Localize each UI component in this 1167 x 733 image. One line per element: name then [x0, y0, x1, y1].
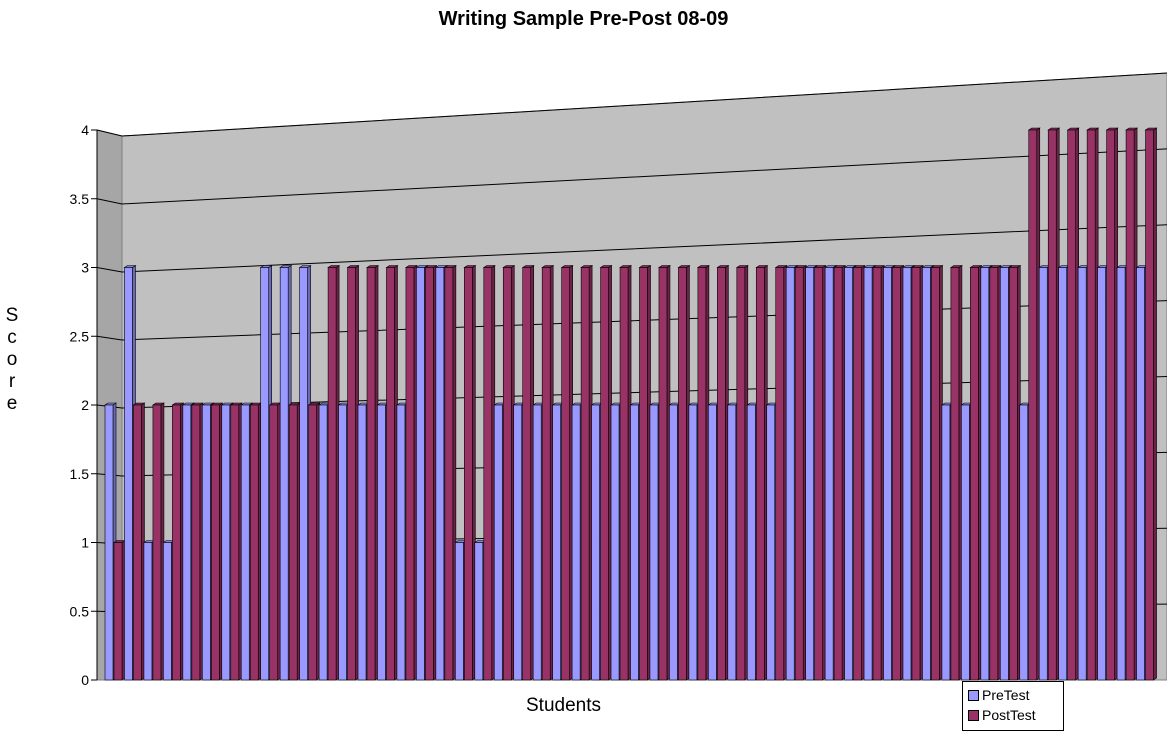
legend-swatch-posttest	[968, 709, 979, 721]
bar-posttest	[1008, 264, 1022, 681]
bar-posttest	[891, 264, 905, 681]
y-tick-label: 4	[81, 122, 89, 138]
bar-posttest	[1066, 127, 1080, 681]
bar-posttest	[657, 264, 671, 681]
legend-label-posttest: PostTest	[982, 707, 1036, 723]
legend-swatch-pretest	[968, 689, 979, 701]
bar-posttest	[949, 264, 963, 681]
bar-posttest	[910, 264, 924, 681]
bar-posttest	[1105, 127, 1119, 681]
bar-posttest	[599, 264, 613, 681]
bar-posttest	[774, 264, 788, 681]
y-tick-label: 0.5	[70, 603, 90, 619]
gridline	[96, 224, 1167, 273]
x-axis-label: Students	[526, 695, 601, 716]
bar-posttest	[502, 264, 516, 681]
bar-posttest	[307, 402, 321, 681]
bar-posttest	[424, 264, 438, 681]
y-tick-label: 3.5	[70, 191, 90, 207]
bar-posttest	[229, 402, 243, 681]
bar-posttest	[1047, 127, 1061, 681]
bar-posttest	[190, 402, 204, 681]
legend-item-posttest: PostTest	[968, 705, 1058, 725]
y-tick-label: 1.5	[70, 466, 90, 482]
bar-posttest	[151, 402, 165, 681]
y-tick-label: 3	[81, 260, 89, 276]
bar-posttest	[619, 264, 633, 681]
chart-title: Writing Sample Pre-Post 08-09	[438, 8, 729, 30]
bar-posttest	[1027, 127, 1041, 681]
bar-posttest	[872, 264, 886, 681]
bar-posttest	[580, 264, 594, 681]
bar-posttest	[346, 264, 360, 681]
bar-posttest	[132, 402, 146, 681]
bar-posttest	[833, 264, 847, 681]
gridline	[96, 148, 1167, 205]
gridline	[96, 72, 1167, 137]
y-axis-label: Score	[5, 305, 19, 414]
bar-posttest	[852, 264, 866, 681]
bar-posttest	[813, 264, 827, 681]
legend: PreTest PostTest	[962, 681, 1064, 731]
bar-posttest	[677, 264, 691, 681]
bar-posttest	[930, 264, 944, 681]
bar-posttest	[541, 264, 555, 681]
bar-posttest	[385, 264, 399, 681]
bar-posttest	[716, 264, 730, 681]
bar-posttest	[404, 264, 418, 681]
bar-posttest	[463, 264, 477, 681]
bar-posttest	[755, 264, 769, 681]
bar-posttest	[443, 264, 457, 681]
bar-posttest	[327, 264, 341, 681]
bar-posttest	[735, 264, 749, 681]
bar-posttest	[794, 264, 808, 681]
bar-posttest	[1125, 127, 1139, 681]
y-tick-label: 0	[81, 672, 89, 688]
bar-posttest	[268, 402, 282, 681]
y-tick-label: 2.5	[70, 328, 90, 344]
bar-posttest	[696, 264, 710, 681]
legend-item-pretest: PreTest	[968, 685, 1058, 705]
legend-label-pretest: PreTest	[982, 687, 1030, 703]
bar-posttest	[521, 264, 535, 681]
bar-posttest	[560, 264, 574, 681]
y-tick-label: 2	[81, 397, 89, 413]
bar-posttest	[988, 264, 1002, 681]
bar-posttest	[1086, 127, 1100, 681]
bar-posttest	[288, 402, 302, 681]
bar-posttest	[638, 264, 652, 681]
bar-posttest	[210, 402, 224, 681]
y-tick-label: 1	[81, 535, 89, 551]
bar-posttest	[1144, 127, 1158, 681]
bar-posttest	[366, 264, 380, 681]
bar-posttest	[171, 402, 185, 681]
bar-posttest	[113, 539, 126, 681]
bar-posttest	[249, 402, 263, 681]
bar-posttest	[969, 264, 983, 681]
bar-posttest	[482, 264, 496, 681]
